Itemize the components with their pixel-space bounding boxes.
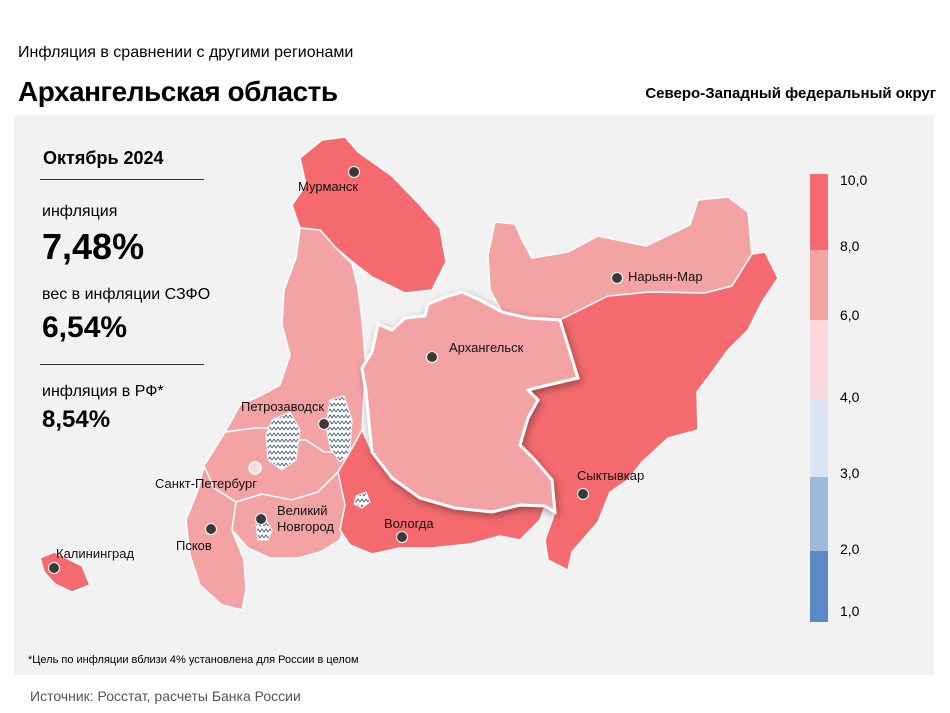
legend-band-1-2 — [810, 551, 828, 622]
city-dot-syktyvkar[interactable] — [577, 488, 589, 500]
period-label: Октябрь 2024 — [43, 148, 164, 168]
city-markers — [48, 166, 623, 574]
city-label-novgorod-1: Великий — [277, 503, 328, 518]
weight-value: 6,54% — [42, 311, 128, 344]
city-label-novgorod-2: Новгород — [277, 519, 334, 534]
legend-band-4-6 — [810, 320, 828, 400]
footnote: *Цель по инфляции вблизи 4% установлена … — [28, 654, 359, 666]
city-dot-novgorod[interactable] — [255, 513, 267, 525]
region-spb[interactable] — [248, 461, 262, 475]
rf-inflation-label: инфляция в РФ* — [42, 383, 164, 400]
city-dot-pskov[interactable] — [205, 523, 217, 535]
city-label-vologda: Вологда — [384, 516, 434, 531]
region-arkhangelsk[interactable] — [360, 290, 580, 515]
legend-band-8-10 — [810, 174, 828, 250]
city-label-spb: Санкт-Петербург — [155, 476, 257, 491]
district-label: Северо-Западный федеральный округ — [645, 85, 936, 102]
city-label-petrozavodsk: Петрозаводск — [241, 399, 324, 414]
city-dot-petrozavodsk[interactable] — [318, 418, 330, 430]
legend-band-3-4 — [810, 400, 828, 477]
legend-tick-2: 2,0 — [840, 541, 860, 557]
city-label-pskov: Псков — [176, 538, 212, 553]
weight-label: вес в инфляции СЗФО — [42, 286, 211, 303]
city-label-kaliningrad: Калининград — [56, 546, 134, 561]
legend-tick-4: 4,0 — [840, 389, 860, 405]
region-murmansk[interactable] — [291, 136, 447, 294]
legend-tick-6: 6,0 — [840, 307, 860, 323]
lake-beloe — [353, 491, 371, 509]
divider-bottom — [40, 364, 204, 365]
legend-tick-3: 3,0 — [840, 465, 860, 481]
page-title: Архангельская область — [18, 76, 338, 107]
region-kaliningrad[interactable] — [39, 551, 91, 593]
city-label-syktyvkar: Сыктывкар — [577, 468, 644, 483]
city-dot-kaliningrad[interactable] — [48, 562, 60, 574]
legend-band-6-8 — [810, 250, 828, 320]
city-dot-murmansk[interactable] — [348, 166, 360, 178]
city-label-naryan-mar: Нарьян-Мар — [628, 269, 703, 284]
city-dot-arkhangelsk[interactable] — [426, 351, 438, 363]
legend-tick-10: 10,0 — [840, 172, 868, 188]
lake-ladoga — [265, 411, 301, 471]
source-note: Источник: Росстат, расчеты Банка России — [30, 688, 301, 704]
city-dot-vologda[interactable] — [396, 531, 408, 543]
legend-band-2-3 — [810, 477, 828, 551]
divider-top — [40, 179, 204, 180]
inflation-label: инфляция — [42, 203, 118, 220]
city-dot-naryan-mar[interactable] — [611, 272, 623, 284]
legend-tick-8: 8,0 — [840, 238, 860, 254]
inflation-value: 7,48% — [42, 226, 145, 267]
city-label-arkhangelsk: Архангельск — [449, 340, 524, 355]
city-label-murmansk: Мурманск — [298, 179, 358, 194]
rf-inflation-value: 8,54% — [42, 406, 111, 433]
city-labels: Мурманск Нарьян-Мар Архангельск Петрозав… — [56, 179, 703, 561]
legend-tick-1: 1,0 — [840, 603, 860, 619]
supertitle: Инфляция в сравнении с другими регионами — [18, 44, 354, 61]
